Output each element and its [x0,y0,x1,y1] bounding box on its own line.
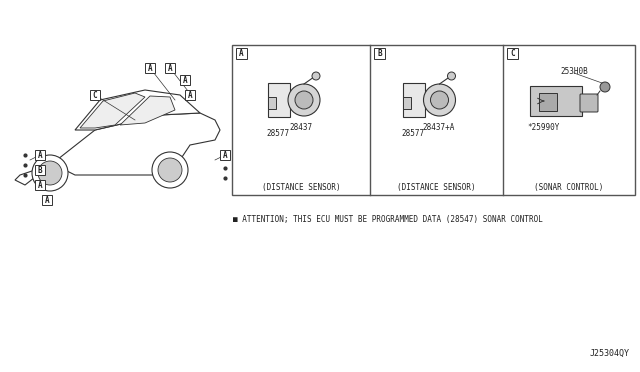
Circle shape [32,155,68,191]
Circle shape [152,152,188,188]
Text: (DISTANCE SENSOR): (DISTANCE SENSOR) [397,183,476,192]
Polygon shape [120,96,175,125]
Text: A: A [38,151,42,160]
Text: A: A [38,180,42,189]
Text: B: B [377,49,382,58]
FancyBboxPatch shape [530,86,582,116]
Bar [35,150,45,160]
Circle shape [288,84,320,116]
Polygon shape [80,93,145,128]
Text: C: C [93,90,97,99]
Bar [180,75,190,85]
FancyBboxPatch shape [268,97,276,109]
Text: C: C [510,49,515,58]
Text: A: A [148,64,152,73]
Bar [507,48,518,59]
Circle shape [295,91,313,109]
Bar [145,63,155,73]
Circle shape [424,84,456,116]
Text: 28437: 28437 [289,123,312,132]
Bar [232,45,635,195]
Text: A: A [182,76,188,84]
Polygon shape [15,113,220,185]
Bar [374,48,385,59]
Circle shape [600,82,610,92]
Text: (DISTANCE SENSOR): (DISTANCE SENSOR) [262,183,340,192]
Text: A: A [168,64,172,73]
Bar [220,150,230,160]
Text: J25304QY: J25304QY [590,349,630,358]
FancyBboxPatch shape [580,94,598,112]
Text: A: A [239,49,244,58]
FancyBboxPatch shape [268,83,290,117]
Text: *25990Y: *25990Y [528,123,560,132]
Bar [35,180,45,190]
Circle shape [38,161,62,185]
FancyBboxPatch shape [403,83,426,117]
Bar [35,165,45,175]
Circle shape [431,91,449,109]
Text: A: A [188,90,192,99]
FancyBboxPatch shape [403,97,412,109]
Text: 28437+A: 28437+A [422,123,454,132]
Text: A: A [223,151,227,160]
Bar [42,195,52,205]
Text: A: A [45,196,49,205]
Circle shape [312,72,320,80]
Text: 28577: 28577 [266,129,289,138]
Bar [90,90,100,100]
Circle shape [158,158,182,182]
Bar [185,90,195,100]
Text: 253H0B: 253H0B [560,67,588,76]
Polygon shape [75,90,200,130]
Bar [539,93,557,111]
Text: (SONAR CONTROL): (SONAR CONTROL) [534,183,604,192]
Text: ■ ATTENTION; THIS ECU MUST BE PROGRAMMED DATA (28547) SONAR CONTROL: ■ ATTENTION; THIS ECU MUST BE PROGRAMMED… [233,215,543,224]
Bar [165,63,175,73]
Circle shape [447,72,456,80]
Text: 28577: 28577 [402,129,425,138]
Bar [236,48,247,59]
Text: B: B [38,166,42,174]
